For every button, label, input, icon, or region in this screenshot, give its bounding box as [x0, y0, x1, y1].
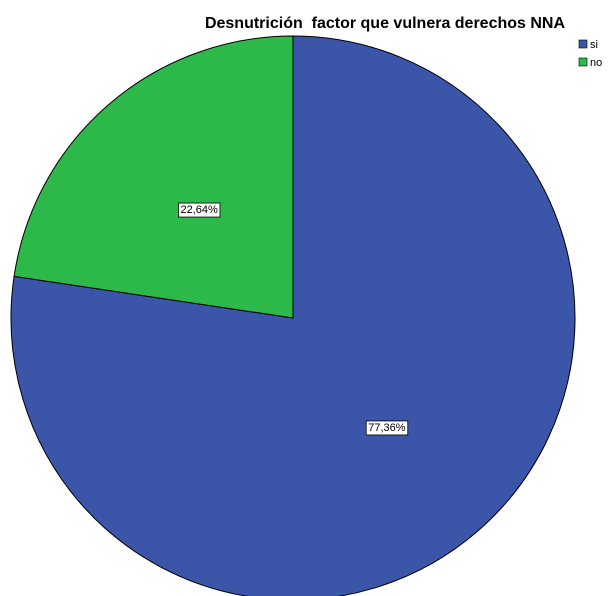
legend: si no [578, 39, 602, 69]
legend-label-si: si [590, 39, 598, 51]
data-label-box-no [178, 202, 221, 218]
pie-slice-no [13, 35, 294, 319]
legend-label-no: no [590, 57, 602, 69]
data-label-box-si [365, 420, 409, 436]
pie-data-labels: 77,36% 22,64% [178, 202, 409, 436]
legend-swatch-no [578, 57, 588, 67]
pie-slices [10, 35, 576, 596]
data-label-no: 22,64% [180, 204, 218, 216]
chart-title: Desnutrición factor que vulnera derechos… [205, 15, 566, 32]
pie-slice-si [10, 35, 576, 596]
legend-swatch-si [578, 39, 588, 49]
data-label-si: 77,36% [368, 422, 406, 434]
